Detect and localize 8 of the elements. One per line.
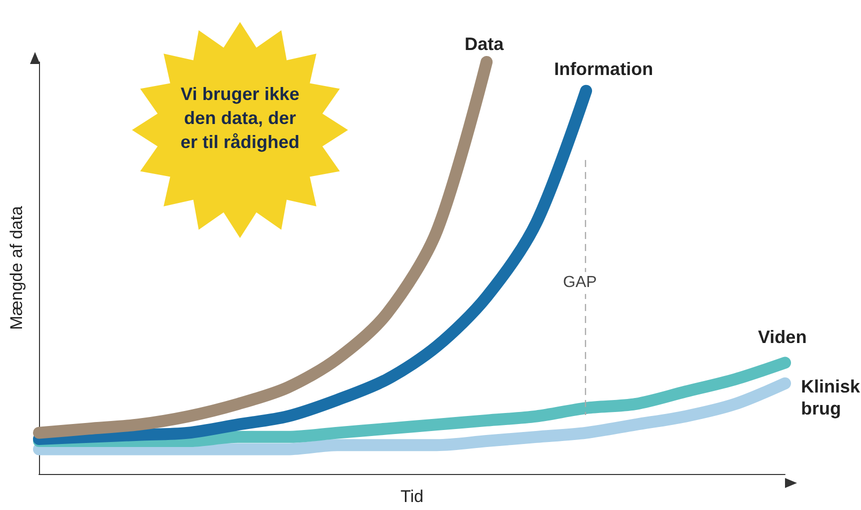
- annotation: GAP: [561, 272, 599, 294]
- series-label: Klinisk brug: [801, 376, 861, 418]
- series-label: Data: [464, 34, 505, 54]
- x-axis-title: Tid: [400, 487, 424, 506]
- y-axis-title: Mængde af data: [7, 206, 26, 330]
- series-label: Information: [554, 58, 654, 79]
- series-label: Viden: [758, 326, 807, 347]
- annotation: Vi bruger ikke den data, der er til rådighed: [180, 83, 300, 154]
